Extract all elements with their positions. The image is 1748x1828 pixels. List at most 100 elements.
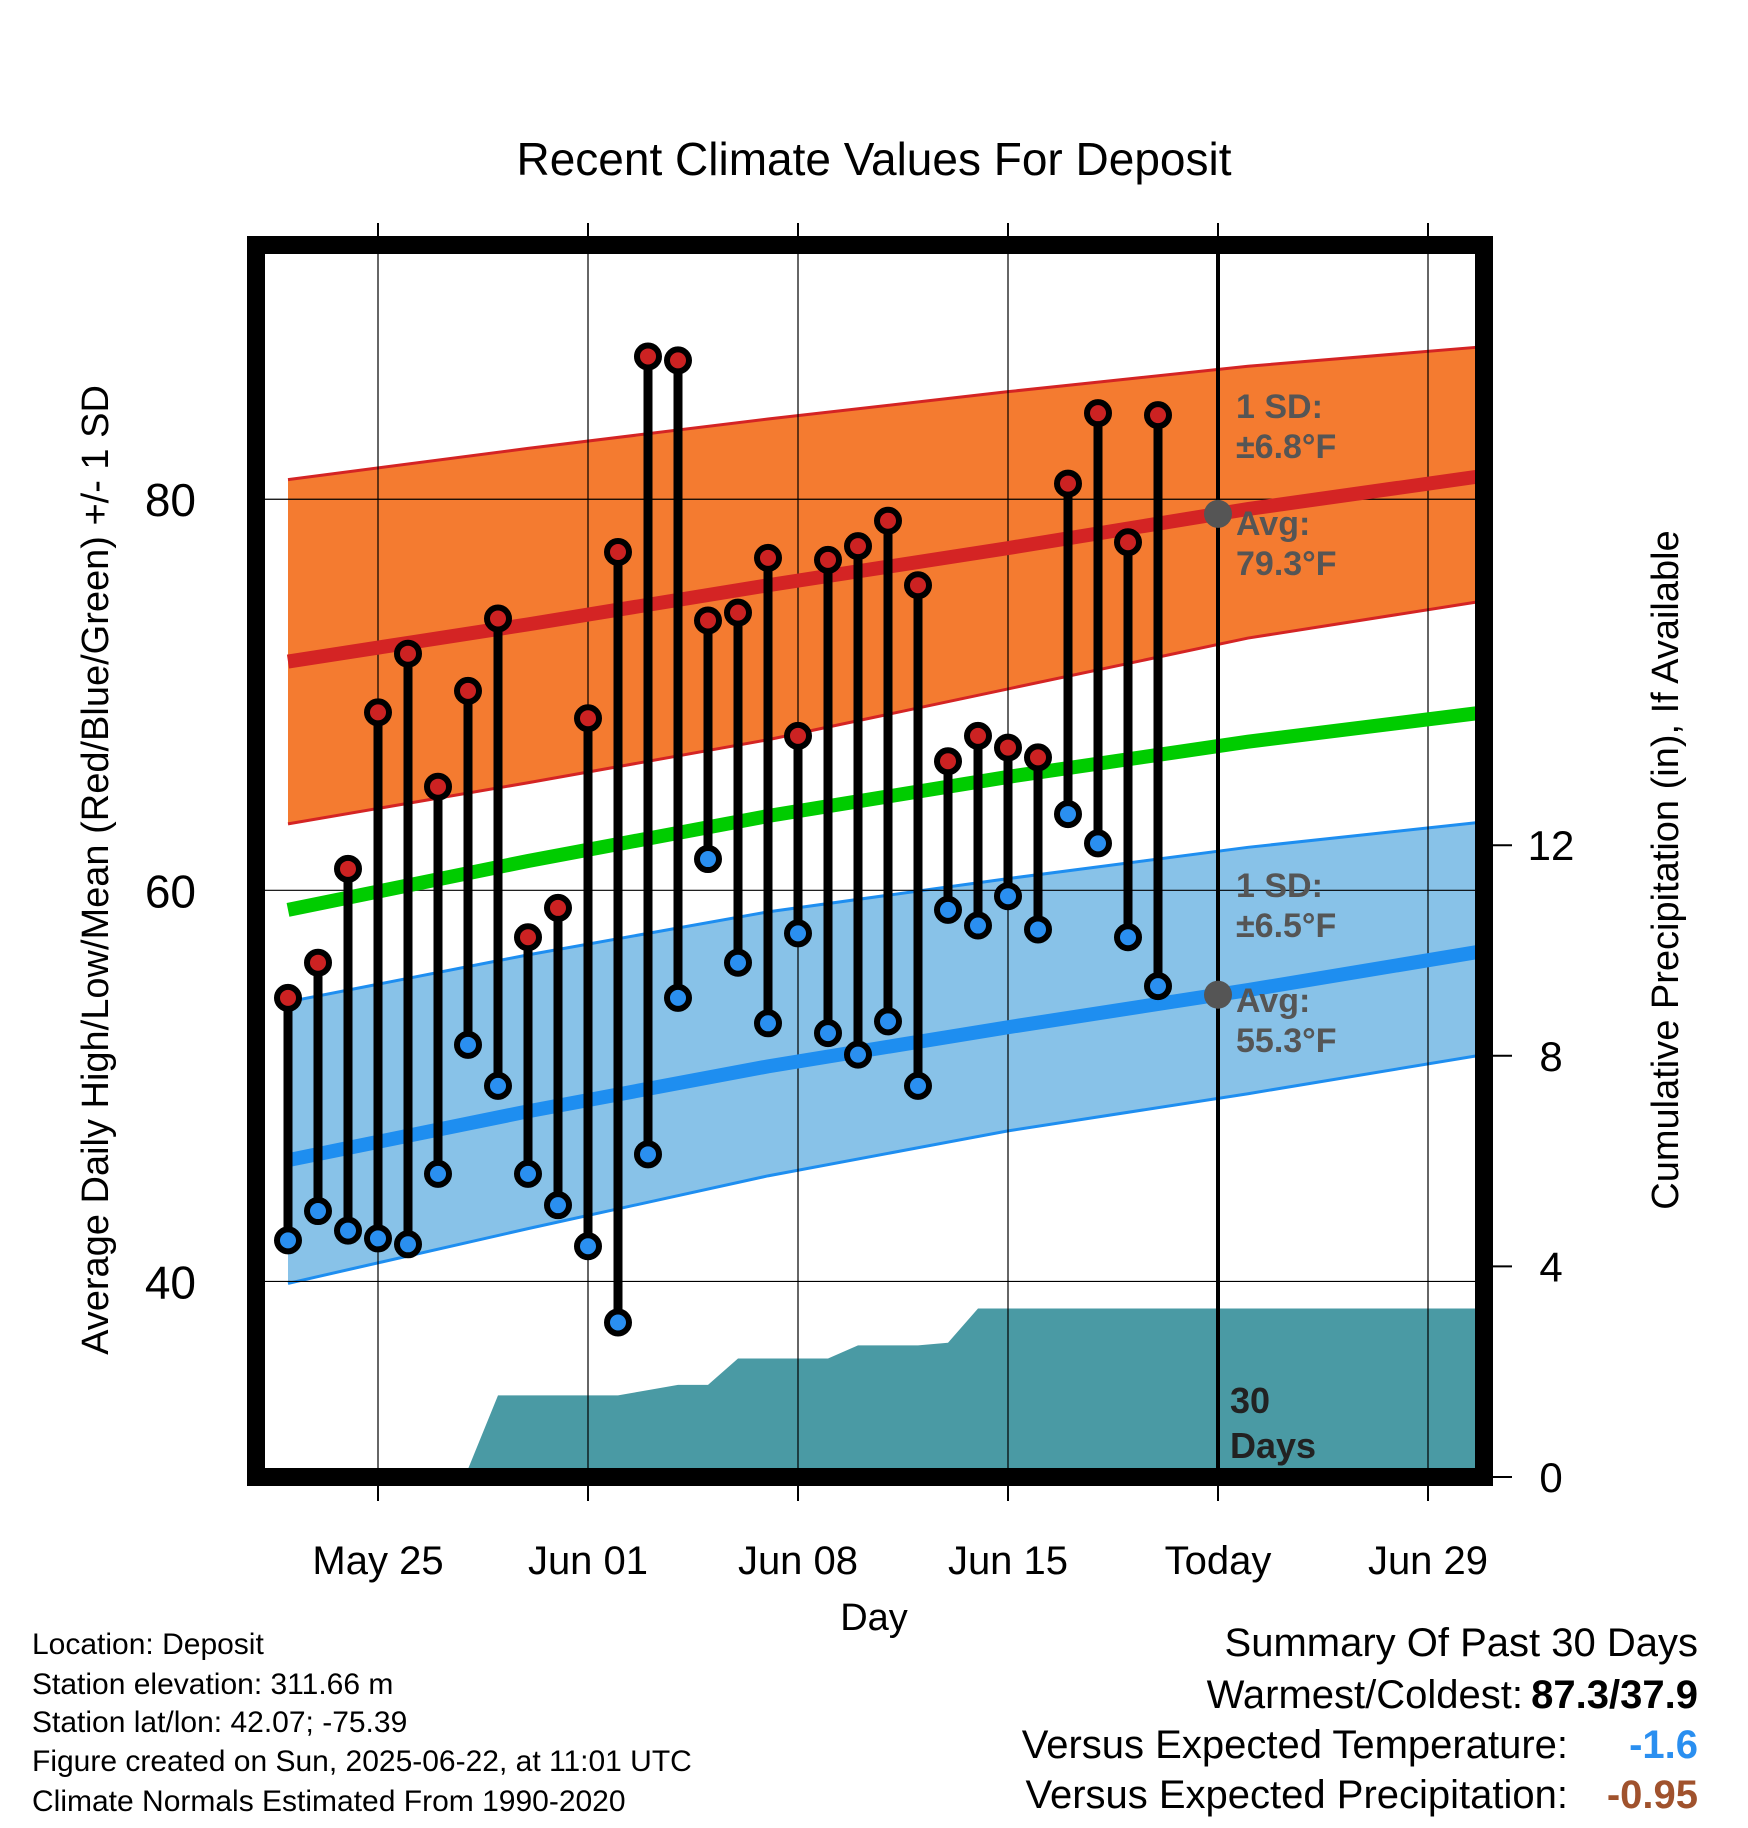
daily-low-point [994, 882, 1022, 911]
daily-high-point [604, 538, 632, 567]
today-normal-high-marker [1204, 499, 1232, 528]
footer-latlon: Station lat/lon: 42.07; -75.39 [32, 1706, 408, 1739]
summary-title: Summary Of Past 30 Days [1224, 1621, 1698, 1665]
daily-low-point [484, 1071, 512, 1100]
daily-high-point [874, 506, 902, 535]
daily-low-point [454, 1030, 482, 1059]
daily-low-point [1144, 972, 1172, 1001]
daily-high-point [1084, 399, 1112, 428]
daily-high-point [1054, 469, 1082, 498]
y2-tick-label: 0 [1539, 1454, 1562, 1501]
low-sd-label: 1 SD: [1236, 867, 1323, 905]
daily-high-point [964, 721, 992, 750]
y2-tick-label: 12 [1528, 822, 1575, 869]
daily-low-point [544, 1191, 572, 1220]
x-tick-label: Jun 29 [1368, 1539, 1488, 1583]
daily-low-point [784, 919, 812, 948]
low-sd-lower-line [287, 1053, 1485, 1285]
daily-low-point [364, 1224, 392, 1253]
x-tick-label: Jun 08 [738, 1539, 858, 1583]
daily-low-point [274, 1226, 302, 1255]
daily-low-point [724, 948, 752, 977]
high-avg-label: Avg: [1236, 505, 1310, 543]
daily-low-point [694, 845, 722, 874]
daily-low-point [964, 911, 992, 940]
daily-low-point [904, 1071, 932, 1100]
y2-tick-label: 4 [1539, 1243, 1562, 1290]
daily-low-point [574, 1232, 602, 1261]
daily-high-point [364, 698, 392, 727]
daily-low-point [874, 1007, 902, 1036]
daily-low-point [754, 1009, 782, 1038]
y-tick-label: 80 [145, 474, 196, 526]
x-axis-label: Day [840, 1597, 908, 1639]
x-tick-label: May 25 [312, 1539, 443, 1583]
daily-high-point [664, 346, 692, 375]
daily-high-point [694, 606, 722, 635]
y-tick-label: 40 [145, 1256, 196, 1308]
summary-temp-label: Versus Expected Temperature: [1021, 1723, 1568, 1767]
daily-high-point [514, 923, 542, 952]
plot-frame [247, 236, 1493, 1486]
footer-location: Location: Deposit [32, 1628, 264, 1661]
daily-low-point [814, 1019, 842, 1048]
daily-high-point [334, 854, 362, 883]
daily-high-point [1144, 401, 1172, 430]
precip-area [288, 1308, 1484, 1477]
daily-low-point [844, 1040, 872, 1069]
x-tick-label: Jun 15 [948, 1539, 1068, 1583]
daily-high-point [1024, 743, 1052, 772]
today-days-label-line2: Days [1230, 1425, 1316, 1466]
summary-precip-value: -0.95 [1606, 1773, 1698, 1817]
daily-low-point [304, 1197, 332, 1226]
footer-created: Figure created on Sun, 2025-06-22, at 11… [32, 1745, 692, 1778]
summary-temp-value: -1.6 [1629, 1723, 1698, 1767]
daily-high-point [304, 948, 332, 977]
summary-precip-label: Versus Expected Precipitation: [1025, 1773, 1568, 1817]
daily-low-point [634, 1140, 662, 1169]
daily-high-point [814, 545, 842, 574]
footer-normals: Climate Normals Estimated From 1990-2020 [32, 1785, 626, 1818]
daily-high-point [454, 676, 482, 705]
daily-low-point [514, 1159, 542, 1188]
daily-high-point [394, 639, 422, 668]
y2-tick-label: 8 [1539, 1033, 1562, 1080]
low-avg-value: 55.3°F [1236, 1022, 1337, 1060]
y-tick-label: 60 [145, 865, 196, 917]
today-days-label: 30 [1230, 1380, 1270, 1421]
daily-low-point [1024, 915, 1052, 944]
low-sd-value: ±6.5°F [1236, 907, 1336, 945]
footer-elevation: Station elevation: 311.66 m [32, 1668, 394, 1701]
daily-high-point [994, 733, 1022, 762]
chart-title: Recent Climate Values For Deposit [517, 133, 1232, 185]
daily-low-point [1084, 829, 1112, 858]
daily-low-point [424, 1159, 452, 1188]
today-normal-low-marker [1204, 980, 1232, 1009]
low-avg-label: Avg: [1236, 982, 1310, 1020]
daily-low-point [604, 1308, 632, 1337]
summary-warmest-value: 87.3/37.9 [1531, 1673, 1698, 1717]
daily-high-point [754, 543, 782, 572]
daily-low-point [934, 895, 962, 924]
daily-high-point [424, 772, 452, 801]
daily-low-point [1054, 800, 1082, 829]
high-sd-upper-line [287, 345, 1485, 482]
daily-high-point [634, 342, 662, 371]
daily-low-point [394, 1230, 422, 1259]
daily-low-point [664, 983, 692, 1012]
normal-low-line [286, 944, 1486, 1168]
y2-axis-label: Cumulative Precipitation (in), If Availa… [1645, 530, 1687, 1209]
x-tick-label: Jun 01 [528, 1539, 648, 1583]
daily-high-point [574, 704, 602, 733]
y-axis-label: Average Daily High/Low/Mean (Red/Blue/Gr… [75, 385, 117, 1355]
x-tick-label: Today [1165, 1539, 1272, 1583]
daily-low-point [334, 1216, 362, 1245]
daily-low-point [1114, 923, 1142, 952]
high-sd-value: ±6.8°F [1236, 428, 1336, 466]
high-avg-value: 79.3°F [1236, 545, 1337, 583]
axes: 40 60 80 0 4 8 12 May 25 Jun 01 Jun 08 Jun 15 Today… [145, 223, 1575, 1583]
daily-high-point [724, 598, 752, 627]
daily-high-point [274, 983, 302, 1012]
